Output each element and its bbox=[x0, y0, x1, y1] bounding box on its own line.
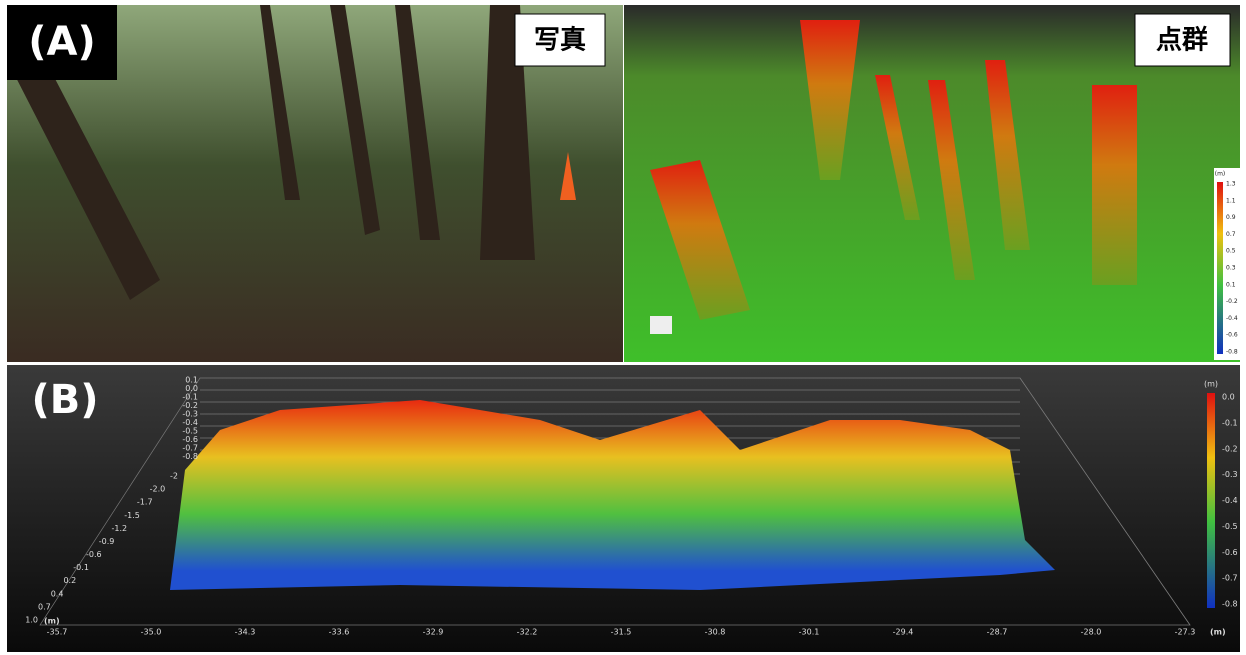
colorbar-unit: (m) bbox=[1215, 171, 1226, 178]
colorbar-tick-label: -0.7 bbox=[1222, 574, 1238, 583]
colorbar bbox=[1217, 182, 1223, 354]
x-axis-unit: (m) bbox=[1210, 628, 1226, 637]
colorbar-unit: (m) bbox=[1204, 380, 1218, 389]
y-tick-label: -1.2 bbox=[111, 524, 127, 533]
x-tick-label: -30.1 bbox=[799, 628, 820, 637]
x-tick-label: -35.7 bbox=[47, 628, 68, 637]
axis-cube bbox=[650, 316, 672, 334]
colorbar-tick-label: -0.6 bbox=[1226, 332, 1238, 339]
y-tick-label: 0.2 bbox=[63, 576, 76, 585]
y-tick-label: -0.1 bbox=[73, 563, 89, 572]
x-tick-label: -29.4 bbox=[893, 628, 914, 637]
y-tick-label: -2 bbox=[170, 472, 178, 481]
x-tick-label: -28.7 bbox=[987, 628, 1008, 637]
x-tick-label: -33.6 bbox=[329, 628, 350, 637]
figure: (A) 写真 点群 (m) (B) (m) (m) (m) 1.3 1.1 0.9 0… bbox=[0, 0, 1246, 655]
x-tick-label: -34.3 bbox=[235, 628, 256, 637]
x-tick-label: -30.8 bbox=[705, 628, 726, 637]
y-tick-label: -2.0 bbox=[150, 485, 166, 494]
x-tick-label: -32.2 bbox=[517, 628, 538, 637]
y-tick-label: 0.7 bbox=[38, 602, 51, 611]
colorbar-tick-label: 0.0 bbox=[1222, 393, 1235, 402]
colorbar-tick-label: -0.1 bbox=[1222, 418, 1238, 427]
y-tick-label: -0.9 bbox=[99, 537, 115, 546]
x-tick-label: -28.0 bbox=[1081, 628, 1102, 637]
colorbar-tick-label: -0.2 bbox=[1226, 298, 1238, 305]
colorbar-tick-label: 1.1 bbox=[1226, 197, 1236, 204]
x-tick-label: -27.3 bbox=[1175, 628, 1196, 637]
colorbar-tick-label: 0.3 bbox=[1226, 265, 1236, 272]
colorbar-tick-label: -0.8 bbox=[1226, 349, 1238, 356]
panel-label: (B) bbox=[31, 377, 98, 423]
colorbar-tick-label: -0.2 bbox=[1222, 444, 1238, 453]
colorbar-tick-label: -0.5 bbox=[1222, 522, 1238, 531]
y-tick-label: 0.4 bbox=[51, 589, 64, 598]
colorbar-tick-label: -0.8 bbox=[1222, 600, 1238, 609]
colorbar bbox=[1207, 393, 1215, 608]
colorbar-tick-label: -0.3 bbox=[1222, 470, 1238, 479]
y-tick-label: 1.0 bbox=[25, 616, 38, 625]
y-tick-label: -1.7 bbox=[137, 498, 153, 507]
colorbar-tick-label: 0.1 bbox=[1226, 281, 1236, 288]
y-tick-label: -0.6 bbox=[86, 550, 102, 559]
colorbar-tick-label: 0.5 bbox=[1226, 248, 1236, 255]
panel-label: (A) bbox=[28, 19, 96, 65]
y-tick-label: -1.5 bbox=[124, 511, 140, 520]
colorbar-tick-label: -0.4 bbox=[1226, 315, 1238, 322]
colorbar-tick-label: -0.4 bbox=[1222, 496, 1238, 505]
colorbar-tick-label: 1.3 bbox=[1226, 181, 1236, 188]
y-axis-unit: (m) bbox=[44, 617, 60, 626]
x-tick-label: -32.9 bbox=[423, 628, 444, 637]
photo-label: 写真 bbox=[534, 26, 586, 56]
x-tick-label: -31.5 bbox=[611, 628, 632, 637]
z-tick-label: -0.8 bbox=[182, 452, 198, 461]
cloud-label: 点群 bbox=[1156, 25, 1208, 56]
colorbar-tick-label: 0.9 bbox=[1226, 214, 1236, 221]
x-tick-label: -35.0 bbox=[141, 628, 162, 637]
colorbar-tick-label: 0.7 bbox=[1226, 231, 1236, 238]
colorbar-tick-label: -0.6 bbox=[1222, 548, 1238, 557]
